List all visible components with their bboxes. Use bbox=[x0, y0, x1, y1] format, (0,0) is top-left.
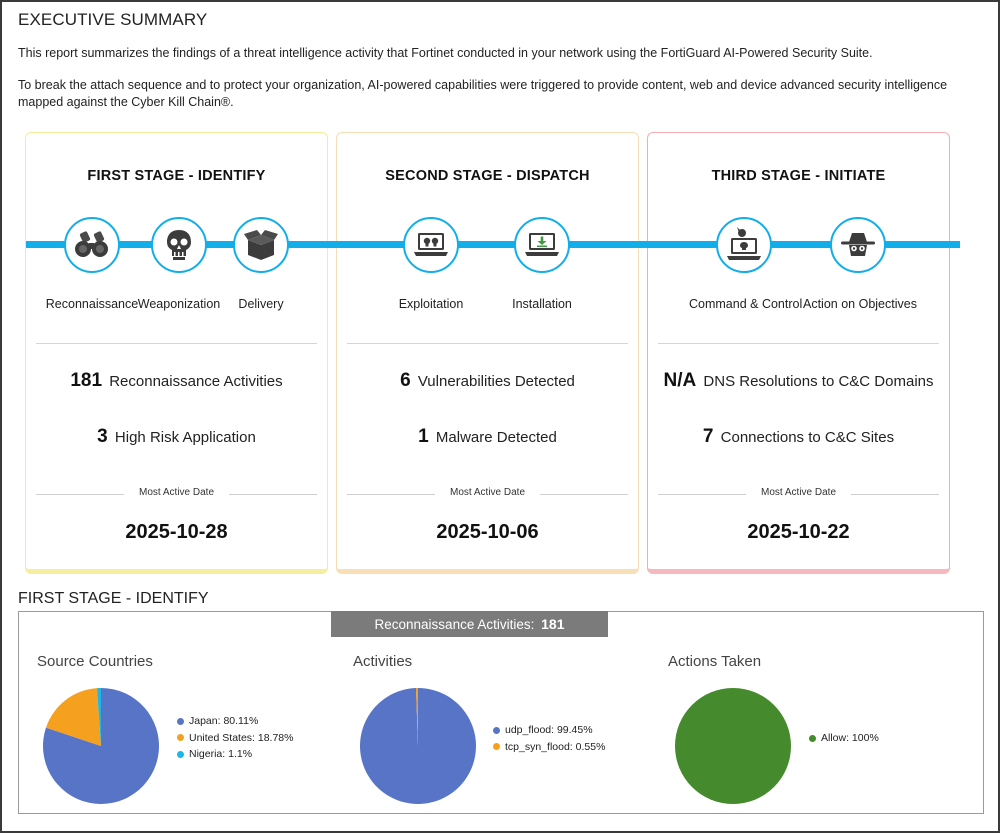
most-active-date: 2025-10-06 bbox=[436, 521, 539, 543]
chart-title-source-countries: Source Countries bbox=[37, 653, 153, 670]
chart-title-actions-taken: Actions Taken bbox=[668, 653, 762, 670]
most-active-date: 2025-10-22 bbox=[747, 521, 850, 543]
legend-label: tcp_syn_flood: 0.55% bbox=[505, 740, 606, 753]
metric-value: 181 bbox=[70, 370, 103, 391]
step-label: Installation bbox=[512, 297, 572, 311]
legend-swatch bbox=[177, 750, 184, 758]
stage-card-initiate: THIRD STAGE - INITIATE N/A DNS Resolutio… bbox=[647, 132, 950, 574]
page-title: EXECUTIVE SUMMARY bbox=[18, 10, 208, 29]
legend-activities: udp_flood: 99.45% tcp_syn_flood: 0.55% bbox=[493, 722, 605, 755]
metric-malware: 1 Malware Detected bbox=[337, 426, 638, 448]
chart-title-activities: Activities bbox=[353, 653, 413, 670]
legend-swatch bbox=[177, 717, 184, 725]
pie-chart-activities bbox=[360, 688, 476, 804]
hacker-icon bbox=[830, 217, 886, 273]
step-label: Reconnaissance bbox=[45, 297, 139, 311]
metric-value: N/A bbox=[663, 370, 697, 391]
most-active-date-label: Most Active Date bbox=[658, 487, 939, 501]
divider bbox=[347, 343, 628, 344]
legend-swatch bbox=[493, 743, 500, 751]
laptop-skull-icon bbox=[403, 217, 459, 273]
pie-slice-nigeria[interactable] bbox=[96, 688, 101, 746]
identify-panel bbox=[18, 611, 984, 814]
metric-value: 7 bbox=[702, 426, 714, 447]
stage-title: FIRST STAGE - IDENTIFY bbox=[87, 168, 266, 184]
metric-high-risk: 3 High Risk Application bbox=[26, 426, 327, 448]
laptop-joystick-icon bbox=[716, 217, 772, 273]
skull-icon bbox=[151, 217, 207, 273]
legend-actions-taken: Allow: 100% bbox=[809, 730, 879, 747]
most-active-date: 2025-10-28 bbox=[125, 521, 228, 543]
legend-label: Allow: 100% bbox=[821, 732, 879, 744]
legend-item: Japan: 80.11% bbox=[177, 713, 293, 730]
step-weaponization: Weaponization bbox=[124, 217, 234, 311]
legend-label: udp_flood: 99.45% bbox=[505, 724, 593, 736]
stage-card-identify: FIRST STAGE - IDENTIFY 181 Reconnaissanc… bbox=[25, 132, 328, 574]
binoculars-icon bbox=[64, 217, 120, 273]
step-delivery: Delivery bbox=[206, 217, 316, 311]
pie-chart-actions-taken bbox=[675, 688, 791, 804]
most-active-date-label: Most Active Date bbox=[347, 487, 628, 501]
legend-label: Japan: 80.11% bbox=[189, 715, 259, 727]
metric-reconnaissance: 181 Reconnaissance Activities bbox=[26, 370, 327, 392]
step-installation: Installation bbox=[487, 217, 597, 311]
step-label: Delivery bbox=[238, 297, 284, 311]
pie-slice-tcp-syn-flood[interactable] bbox=[415, 688, 418, 746]
legend-label: United States: 18.78% bbox=[189, 731, 294, 744]
pie-slice-allow[interactable] bbox=[675, 688, 791, 804]
legend-label: Nigeria: 1.1% bbox=[189, 748, 253, 760]
pie-slice-united-states[interactable] bbox=[45, 688, 101, 746]
step-label: Action on Objectives bbox=[803, 297, 917, 311]
panel-header-value: 181 bbox=[541, 616, 565, 632]
metric-label: Connections to C&C Sites bbox=[720, 429, 895, 446]
legend-item: United States: 18.78% bbox=[177, 730, 293, 747]
summary-paragraph-1: This report summarizes the findings of a… bbox=[18, 46, 873, 60]
laptop-download-icon bbox=[514, 217, 570, 273]
panel-header: Reconnaissance Activities: 181 bbox=[331, 611, 608, 637]
metric-dns-resolutions: N/A DNS Resolutions to C&C Domains bbox=[648, 370, 949, 392]
stage-card-dispatch: SECOND STAGE - DISPATCH 6 Vulnerabilitie… bbox=[336, 132, 639, 574]
step-command-control: Command & Control bbox=[689, 217, 803, 311]
step-label: Exploitation bbox=[398, 297, 464, 311]
legend-source-countries: Japan: 80.11% United States: 18.78% Nigeri… bbox=[177, 713, 293, 763]
summary-paragraph-2: To break the attach sequence and to prot… bbox=[18, 78, 948, 109]
metric-cc-connections: 7 Connections to C&C Sites bbox=[648, 426, 949, 448]
legend-swatch bbox=[809, 734, 816, 742]
step-reconnaissance: Reconnaissance bbox=[37, 217, 147, 311]
legend-item: Nigeria: 1.1% bbox=[177, 746, 293, 763]
legend-item: tcp_syn_flood: 0.55% bbox=[493, 739, 605, 756]
step-label: Weaponization bbox=[137, 297, 221, 311]
most-active-date-label: Most Active Date bbox=[36, 487, 317, 501]
metric-value: 1 bbox=[418, 426, 429, 447]
legend-item: Allow: 100% bbox=[809, 730, 879, 747]
legend-swatch bbox=[177, 734, 184, 742]
metric-label: High Risk Application bbox=[114, 429, 256, 446]
metric-label: Reconnaissance Activities bbox=[109, 373, 283, 390]
pie-slice-japan[interactable] bbox=[43, 688, 159, 804]
package-icon bbox=[233, 217, 289, 273]
step-label: Command & Control bbox=[689, 297, 803, 311]
metric-label: DNS Resolutions to C&C Domains bbox=[703, 373, 934, 390]
step-action-objectives: Action on Objectives bbox=[803, 217, 917, 311]
panel-header-label: Reconnaissance Activities: bbox=[374, 617, 535, 632]
legend-swatch bbox=[493, 726, 500, 734]
section-title: FIRST STAGE - IDENTIFY bbox=[18, 590, 209, 607]
divider bbox=[658, 343, 939, 344]
step-exploitation: Exploitation bbox=[376, 217, 486, 311]
legend-item: udp_flood: 99.45% bbox=[493, 722, 605, 739]
metric-label: Malware Detected bbox=[435, 429, 557, 446]
metric-value: 3 bbox=[97, 426, 108, 447]
stage-title: THIRD STAGE - INITIATE bbox=[711, 168, 886, 184]
metric-label: Vulnerabilities Detected bbox=[417, 373, 575, 390]
pie-chart-source-countries bbox=[43, 688, 159, 804]
metric-vulnerabilities: 6 Vulnerabilities Detected bbox=[337, 370, 638, 392]
metric-value: 6 bbox=[400, 370, 411, 391]
divider bbox=[36, 343, 317, 344]
kill-chain-timeline bbox=[26, 241, 960, 248]
stage-title: SECOND STAGE - DISPATCH bbox=[385, 168, 590, 184]
